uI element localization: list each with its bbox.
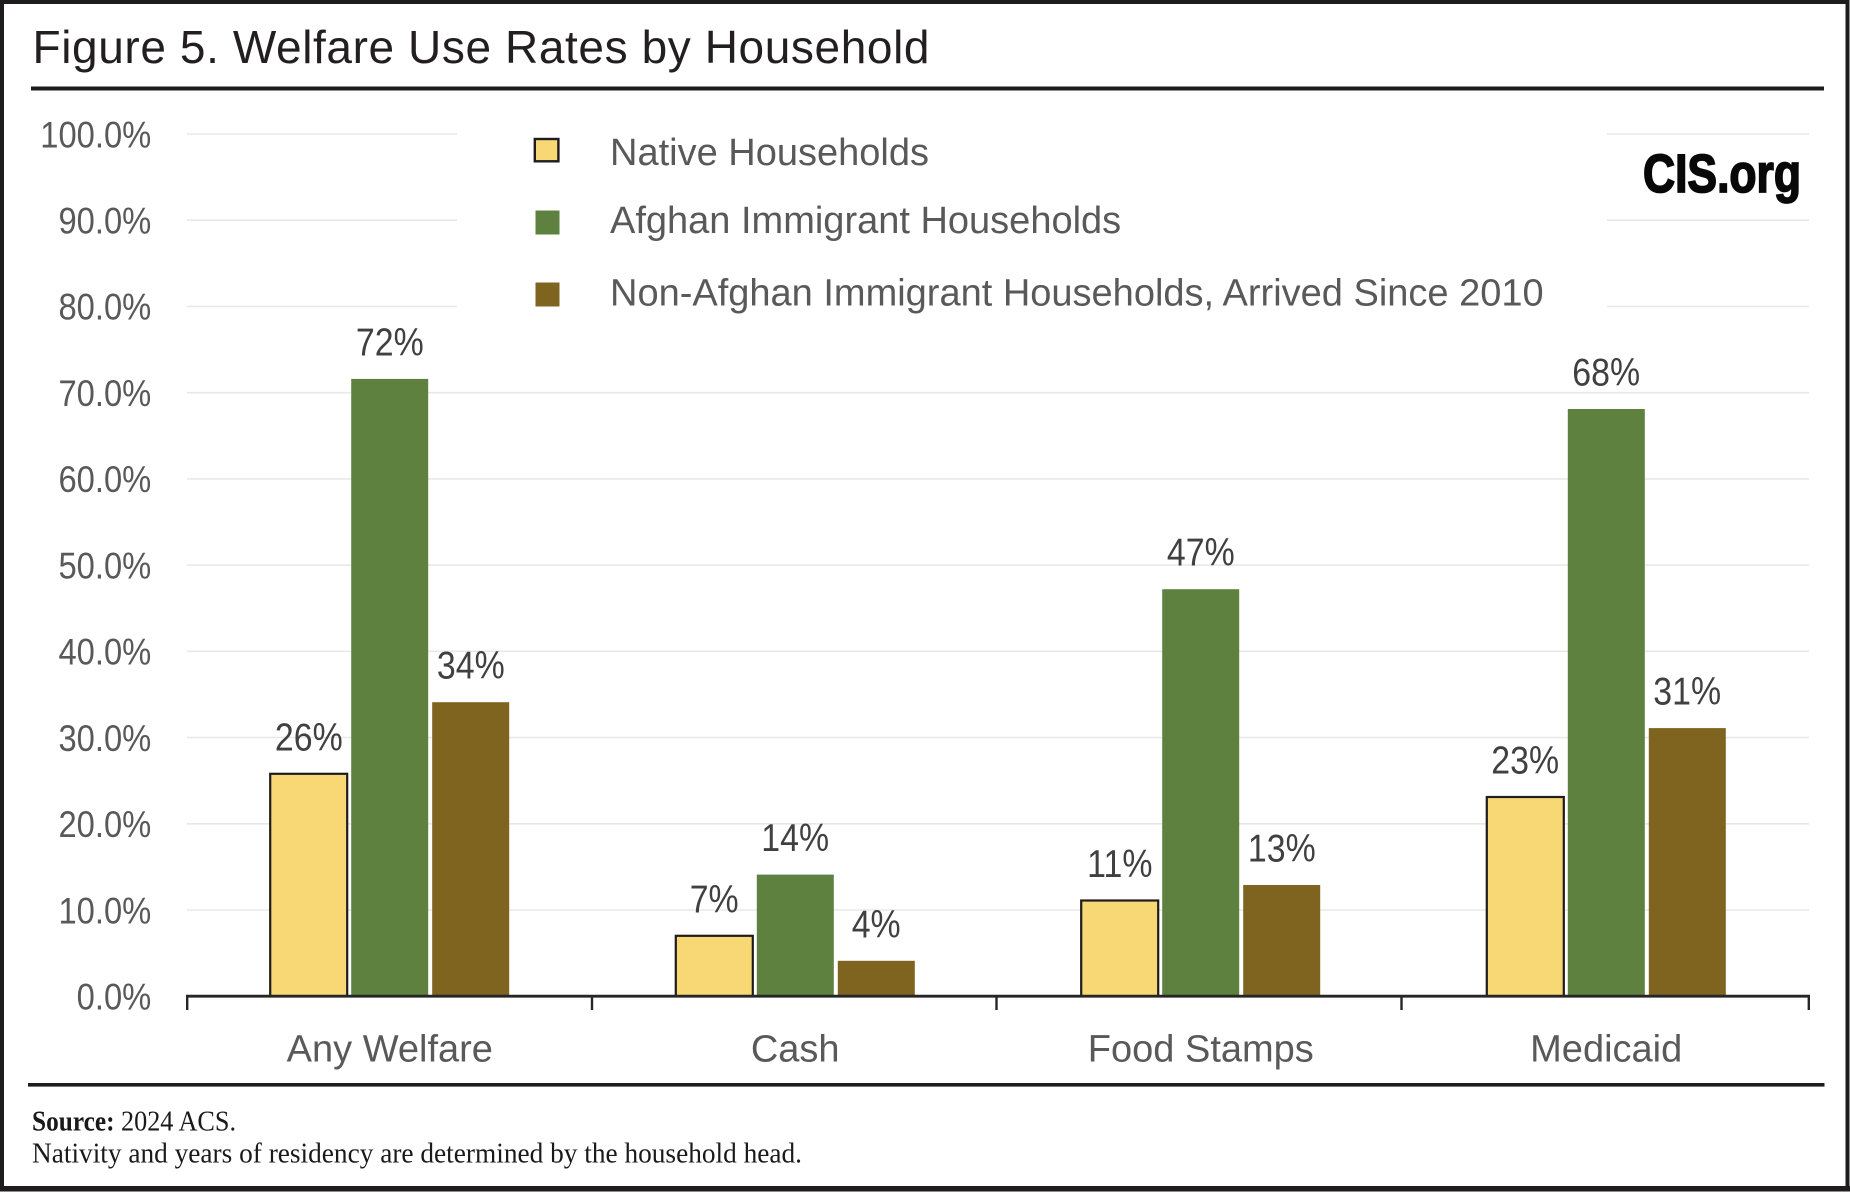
- svg-text:4%: 4%: [852, 902, 901, 946]
- svg-text:34%: 34%: [437, 644, 505, 688]
- svg-text:90.0%: 90.0%: [58, 201, 151, 242]
- svg-text:Food Stamps: Food Stamps: [1088, 1029, 1314, 1071]
- svg-text:20.0%: 20.0%: [58, 804, 151, 845]
- svg-text:23%: 23%: [1491, 738, 1559, 782]
- svg-text:Cash: Cash: [751, 1029, 840, 1071]
- svg-text:Nativity and years of residenc: Nativity and years of residency are dete…: [32, 1139, 802, 1170]
- svg-text:CIS.org: CIS.org: [1643, 144, 1801, 204]
- svg-text:0.0%: 0.0%: [77, 977, 152, 1018]
- svg-text:68%: 68%: [1572, 350, 1640, 394]
- svg-text:Non-Afghan Immigrant Household: Non-Afghan Immigrant Households, Arrived…: [610, 273, 1544, 315]
- svg-text:60.0%: 60.0%: [58, 459, 151, 500]
- svg-text:26%: 26%: [275, 715, 343, 759]
- svg-text:31%: 31%: [1653, 670, 1721, 714]
- svg-text:100.0%: 100.0%: [40, 114, 151, 155]
- svg-text:Afghan Immigrant Households: Afghan Immigrant Households: [610, 200, 1121, 242]
- svg-text:Native Households: Native Households: [610, 132, 929, 174]
- svg-text:72%: 72%: [356, 320, 424, 364]
- svg-text:Source:: Source:: [32, 1107, 115, 1138]
- svg-text:2024 ACS.: 2024 ACS.: [121, 1107, 236, 1138]
- svg-text:50.0%: 50.0%: [58, 546, 151, 587]
- svg-text:47%: 47%: [1167, 531, 1235, 575]
- svg-text:80.0%: 80.0%: [58, 287, 151, 328]
- svg-text:40.0%: 40.0%: [58, 632, 151, 673]
- svg-text:11%: 11%: [1087, 842, 1152, 886]
- svg-text:13%: 13%: [1248, 826, 1316, 870]
- svg-text:70.0%: 70.0%: [58, 373, 151, 414]
- svg-text:Medicaid: Medicaid: [1530, 1029, 1682, 1071]
- svg-text:30.0%: 30.0%: [58, 718, 151, 759]
- svg-text:10.0%: 10.0%: [58, 890, 151, 931]
- svg-text:7%: 7%: [690, 877, 739, 921]
- svg-text:14%: 14%: [761, 816, 829, 860]
- svg-text:Any Welfare: Any Welfare: [287, 1029, 493, 1071]
- svg-text:Figure 5. Welfare Use Rates by: Figure 5. Welfare Use Rates by Household: [33, 21, 930, 73]
